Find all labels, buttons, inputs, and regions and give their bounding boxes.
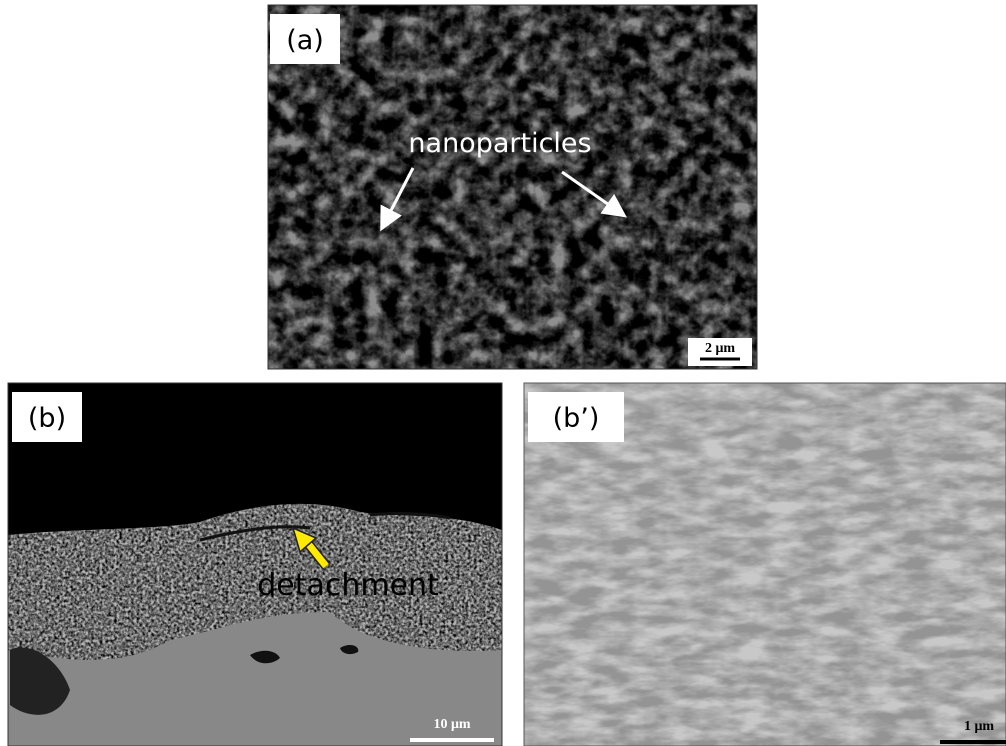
arrow [561, 170, 627, 218]
pore [250, 645, 359, 664]
arrow-head [291, 526, 318, 554]
panel-label: (b’) [553, 403, 600, 434]
texture [524, 383, 1006, 746]
arrow [380, 167, 415, 232]
crack [199, 512, 451, 542]
pore [10, 647, 70, 715]
annotation: detachment [257, 568, 439, 603]
panel-label: (b) [28, 403, 66, 434]
label-box [12, 392, 82, 442]
label-box [528, 392, 624, 442]
annotation: nanoparticles [408, 128, 591, 159]
scale-bar-box [688, 338, 752, 366]
frame [7, 382, 503, 746]
scale-bar-label: 1 μm [964, 719, 994, 734]
arrow [303, 538, 329, 569]
panel-a: (a) nanoparticles 2 μm [267, 4, 758, 370]
frame [523, 382, 1006, 746]
panel-b-prime: (b’) 1 μm [523, 382, 1006, 746]
label-box [270, 14, 340, 64]
texture [268, 5, 757, 369]
scale-bar-label: 2 μm [705, 341, 735, 356]
frame [267, 4, 758, 370]
scale-bar-label: 10 μm [433, 717, 470, 732]
panel-label: (a) [286, 25, 324, 56]
panel-b: detachment (b) 10 μm [7, 382, 503, 746]
substrate [8, 612, 502, 746]
